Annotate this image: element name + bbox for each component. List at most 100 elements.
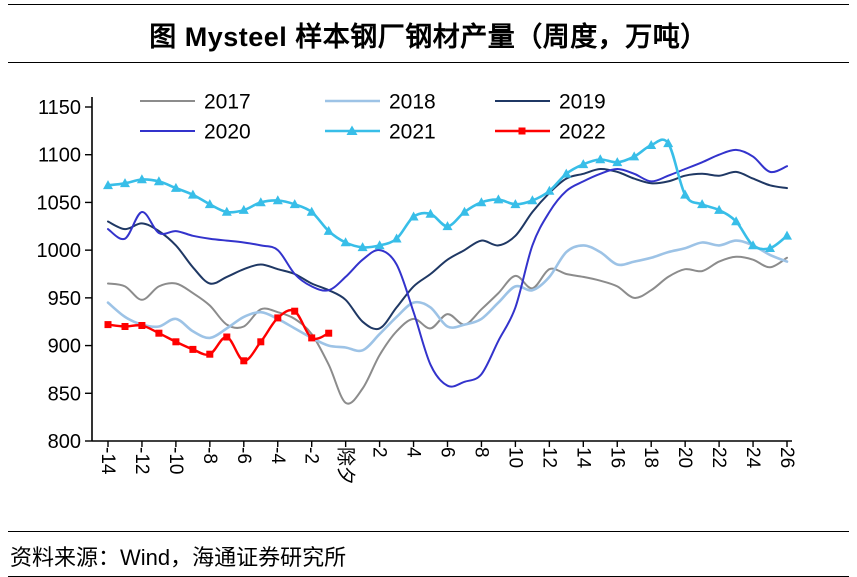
square-marker: [240, 357, 248, 365]
triangle-marker: [595, 154, 606, 164]
x-tick-label: -4: [267, 447, 288, 464]
triangle-marker: [510, 199, 521, 209]
x-tick-label: -6: [233, 447, 254, 464]
triangle-marker: [289, 199, 300, 209]
triangle-marker: [459, 206, 470, 216]
x-tick-label: 24: [742, 447, 763, 469]
triangle-marker: [323, 226, 334, 236]
x-tick-label: 16: [606, 447, 627, 468]
x-tick-label: 2: [369, 447, 390, 458]
triangle-marker: [187, 189, 198, 199]
y-tick-label: 1150: [38, 97, 81, 119]
x-tick-label: -10: [165, 447, 186, 474]
triangle-marker: [136, 174, 147, 184]
source-divider: [8, 531, 849, 532]
y-tick-label: 850: [48, 383, 81, 405]
chart-area: 800 850 900 950 1000 1050 1100 1150 -14 -12 -10 -8-…: [8, 63, 849, 525]
x-tick-label: -14: [97, 447, 118, 475]
x-tick-label: 8: [470, 447, 491, 458]
x-tick-label: 12: [538, 447, 559, 468]
x-tick-label: 6: [437, 447, 458, 458]
triangle-marker: [170, 183, 181, 193]
triangle-marker: [204, 199, 215, 209]
x-tick-label: -2: [301, 447, 322, 464]
triangle-marker: [714, 205, 725, 215]
y-tick-label: 800: [48, 431, 81, 453]
triangle-marker: [306, 206, 317, 216]
y-tick-label: 1050: [37, 193, 82, 215]
x-tick-label: 18: [640, 447, 661, 468]
legend-label-2020: 2020: [204, 121, 251, 144]
square-marker: [257, 338, 265, 346]
triangle-marker: [612, 157, 623, 167]
triangle-marker: [120, 178, 130, 188]
triangle-marker: [391, 233, 402, 243]
square-marker: [155, 329, 163, 337]
x-tick-label: 10: [504, 447, 525, 468]
source-note: 资料来源：Wind，海通证券研究所: [10, 544, 347, 570]
triangle-marker: [408, 211, 419, 221]
square-marker: [189, 346, 197, 354]
square-marker: [206, 350, 214, 358]
square-marker: [223, 333, 231, 341]
triangle-marker: [646, 140, 657, 150]
x-tick-label: 22: [708, 447, 729, 468]
title-underline: [8, 62, 849, 64]
square-marker: [291, 307, 299, 315]
triangle-marker: [629, 151, 640, 161]
triangle-marker: [680, 189, 691, 199]
y-tick-label: 900: [48, 336, 81, 358]
legend-label-2022: 2022: [559, 121, 606, 144]
series-2018-line: [106, 239, 789, 353]
triangle-marker: [357, 242, 368, 252]
square-marker: [274, 314, 282, 322]
series-2019-line: [107, 168, 788, 331]
x-tick-label: 除夕: [335, 447, 357, 485]
triangle-marker: [561, 168, 572, 178]
top-border: [8, 4, 849, 6]
triangle-marker: [748, 240, 758, 250]
triangle-marker: [374, 240, 385, 250]
triangle-marker: [238, 205, 249, 215]
y-tick-label: 1000: [37, 240, 82, 262]
series-2017-line: [107, 255, 788, 405]
x-tick-label: 26: [776, 447, 797, 468]
square-marker: [172, 338, 180, 346]
triangle-marker: [255, 197, 266, 207]
legend-label-2019: 2019: [559, 91, 606, 114]
y-tick-label: 1100: [38, 145, 81, 167]
x-tick-label: 14: [572, 447, 593, 469]
square-marker: [308, 334, 316, 342]
x-tick-label: -8: [199, 447, 220, 464]
square-marker: [138, 322, 146, 330]
bottom-border: [8, 575, 849, 577]
triangle-marker: [153, 176, 164, 186]
x-tick-label: 20: [674, 447, 695, 468]
triangle-marker: [340, 237, 351, 247]
triangle-marker: [493, 194, 504, 204]
legend-label-2017: 2017: [204, 91, 251, 114]
chart-title: 图 Mysteel 样本钢厂钢材产量（周度，万吨）: [149, 22, 708, 53]
square-marker: [104, 321, 112, 329]
legend-triangle-marker: [346, 125, 358, 136]
square-marker: [121, 323, 129, 331]
triangle-marker: [765, 243, 775, 253]
y-tick-label: 950: [48, 288, 81, 310]
triangle-marker: [544, 185, 555, 195]
triangle-marker: [442, 221, 453, 231]
triangle-marker: [103, 180, 113, 190]
triangle-marker: [697, 199, 708, 209]
series-2020-line: [107, 149, 788, 388]
x-tick-label: -12: [131, 447, 152, 474]
triangle-marker: [425, 208, 436, 218]
triangle-marker: [782, 230, 792, 240]
triangle-marker: [272, 195, 283, 205]
triangle-marker: [731, 216, 742, 226]
triangle-marker: [476, 197, 487, 207]
triangle-marker: [221, 206, 232, 216]
triangle-marker: [527, 195, 538, 205]
x-tick-label: 4: [403, 447, 424, 458]
legend-square-marker: [518, 127, 526, 135]
